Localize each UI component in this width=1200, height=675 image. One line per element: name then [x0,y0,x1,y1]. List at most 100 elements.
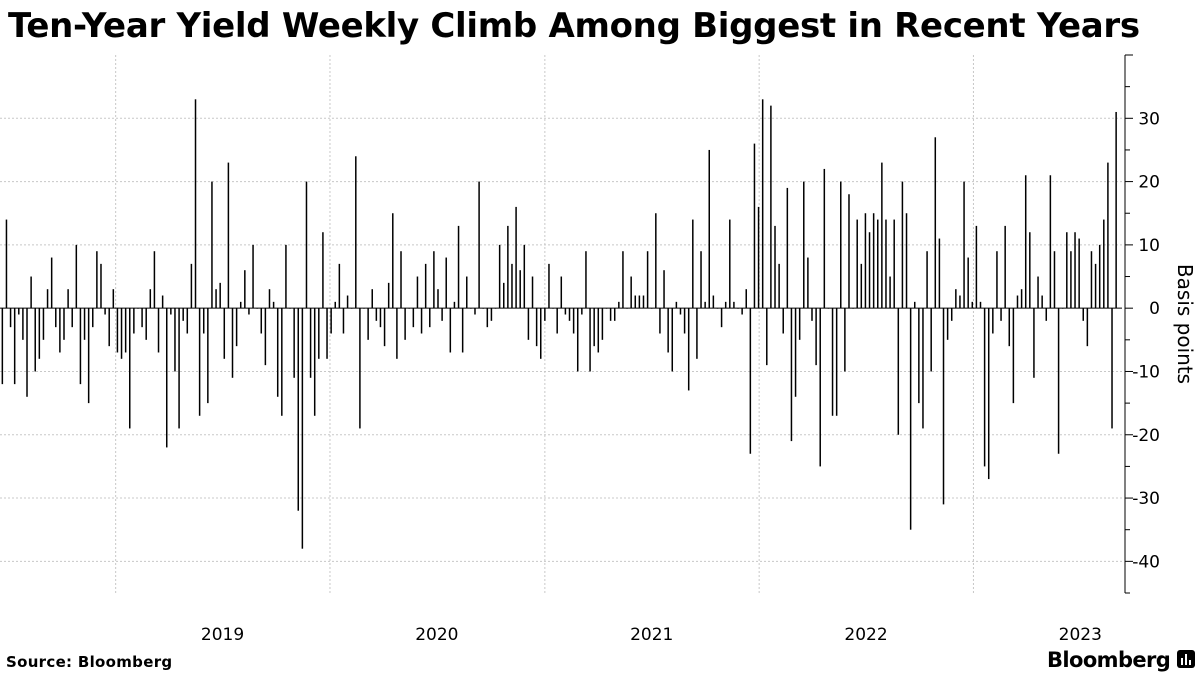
bar [659,308,661,334]
bar [724,301,727,309]
bar [211,181,213,309]
bar [848,194,850,309]
bar [133,308,135,334]
bar [441,308,443,321]
bar [470,308,472,309]
bar [650,308,653,309]
bar [124,308,127,353]
bar [157,308,160,353]
bar [963,181,965,309]
bar [1082,308,1084,321]
bar [170,308,172,315]
bar [642,295,645,309]
bar [30,276,32,309]
bar [63,308,65,340]
bar [112,289,115,309]
bar [1061,308,1064,309]
bars [1,99,1117,549]
bar [453,301,456,309]
bar [827,308,830,309]
bar [946,308,949,340]
bar [938,238,941,309]
bar [1053,251,1056,309]
bar [223,308,226,359]
bar [503,282,505,309]
bar [1098,244,1101,309]
bar [918,308,920,404]
bar [50,257,53,309]
bar [618,301,620,309]
bar [79,308,82,385]
bar [1024,175,1027,309]
bar [383,308,386,347]
bar [260,308,263,334]
bar [429,308,431,328]
y-tick-label: -20 [1132,426,1160,446]
bar [840,181,842,309]
bar [992,308,994,334]
bar [34,308,36,372]
bar [202,308,205,334]
bar [613,308,616,321]
bar [153,251,156,309]
bar [338,263,341,309]
bar [268,289,271,309]
bar [531,276,534,309]
bar [1004,225,1006,309]
bar-chart-icon [1177,650,1195,668]
bar [622,251,624,309]
bar [215,289,217,309]
bar [572,308,575,334]
bar [807,257,809,309]
bar [564,308,567,315]
bar [634,295,637,309]
bar [1041,295,1043,309]
bar [129,308,131,429]
bar [1103,219,1105,309]
bar [1057,308,1060,454]
bar [893,219,895,309]
bar [626,308,628,309]
bar [798,308,801,340]
bar [922,308,924,429]
bar [305,181,308,309]
y-tick-label: 30 [1138,109,1160,129]
bar [663,270,665,309]
bar [498,244,501,309]
y-axis: 30 20 10 0 -10 -20 -30 -40 [1124,54,1160,594]
bar [950,308,953,321]
bar [350,308,353,309]
bar [872,213,875,309]
bar [227,162,230,309]
bar [420,308,423,334]
bar [1107,162,1109,309]
bar [108,308,110,347]
bar [720,308,723,328]
bar [359,308,361,429]
bar [18,308,20,315]
bar [753,143,756,309]
bar [683,308,686,334]
y-tick-label: 0 [1149,299,1160,319]
bar [560,276,563,309]
bar [667,308,669,353]
bar [770,105,772,309]
bar [967,257,969,309]
bar [942,308,945,505]
x-axis: 2019 2020 2021 2022 2023 [201,625,1102,645]
bar [318,308,320,359]
bar [716,308,719,309]
bar [1,308,4,385]
bar [478,181,480,309]
bar [983,308,986,467]
bar [83,308,86,340]
bar [42,308,45,340]
bar [901,181,904,309]
bar [774,225,776,309]
bar [905,213,908,309]
bar [778,263,780,309]
bar [1094,263,1097,309]
bar [165,308,168,448]
bar [301,308,304,549]
bar [844,308,846,372]
